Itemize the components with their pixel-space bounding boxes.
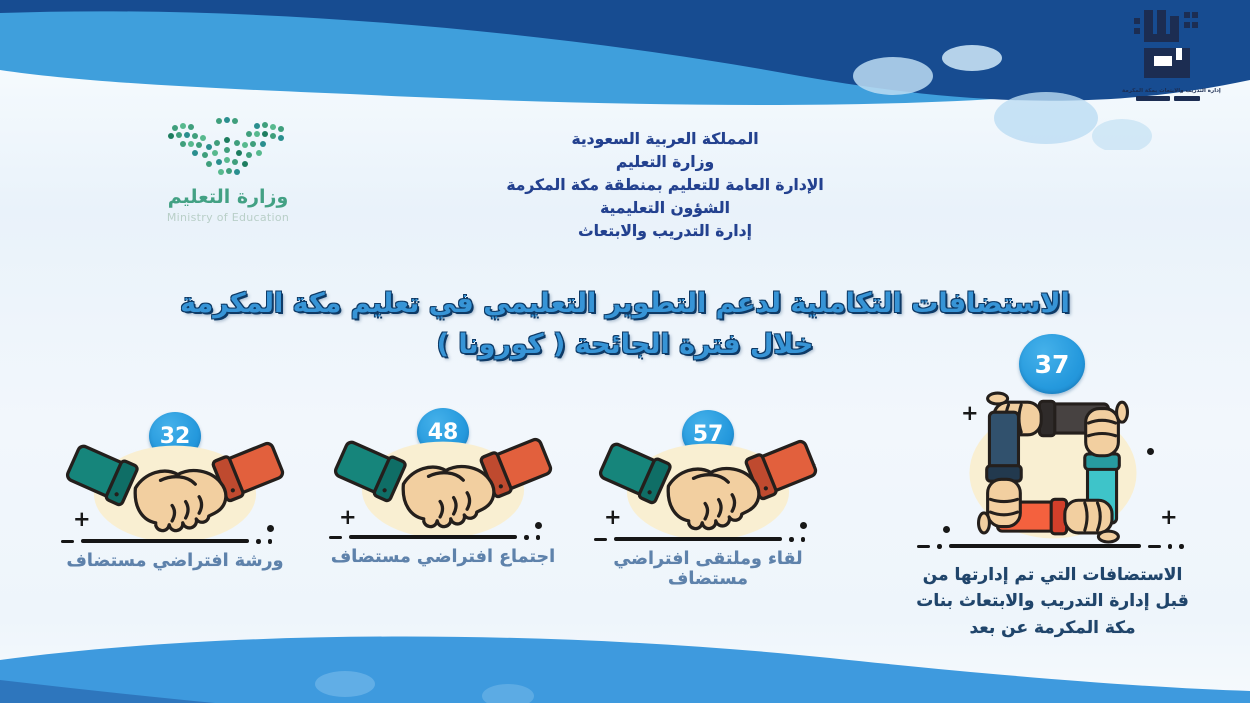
stat-label: اجتماع افتراضي مستضاف xyxy=(330,547,556,567)
handshake-icon xyxy=(598,439,818,541)
brand-logo-caption: إدارة التدريب والابتعاث بمكة المكرمة xyxy=(1122,88,1221,94)
brand-logo-bars xyxy=(1122,96,1214,101)
decorative-dot xyxy=(267,525,274,532)
slide-title-line1: الاستضافات التكاملية لدعم التطوير التعلي… xyxy=(180,288,1070,319)
decorative-plus: + xyxy=(1160,505,1178,529)
stat-value: 32 xyxy=(159,423,191,449)
ministry-of-education-logo: وزارة التعليم Ministry of Education xyxy=(118,116,338,224)
org-line-ministry: وزارة التعليم xyxy=(615,153,715,171)
org-line-training-dept: إدارة التدريب والابتعاث xyxy=(578,222,752,240)
ministry-name-arabic: وزارة التعليم xyxy=(167,186,289,208)
makkah-training-logo-mark xyxy=(1134,10,1198,78)
decorative-dot xyxy=(943,526,950,533)
decorative-plus: + xyxy=(73,507,91,531)
decorative-plus: + xyxy=(961,401,979,425)
ministry-emblem-dots-icon xyxy=(168,117,284,175)
stat-value: 57 xyxy=(692,421,724,447)
stat-value: 37 xyxy=(1034,349,1070,379)
decorative-plus: + xyxy=(339,505,357,529)
org-line-administration: الإدارة العامة للتعليم بمنطقة مكة المكرم… xyxy=(506,176,824,194)
slide-title-line2: خلال فترة الجائحة ( كورونا ) xyxy=(436,329,814,360)
stat-badge: 37 xyxy=(1019,334,1085,394)
light-blue-wave xyxy=(0,0,1135,105)
stat-group-managed-hostings: 37 + + xyxy=(915,334,1190,654)
stat-value: 48 xyxy=(427,419,459,445)
stat-group-meetings: 48 + + xyxy=(323,404,563,594)
stat-group-forums: 57 + + xyxy=(588,406,828,596)
decorative-dot xyxy=(1147,448,1154,455)
stat-divider xyxy=(594,537,805,542)
navy-wave xyxy=(0,0,1250,101)
stat-divider xyxy=(917,544,1184,549)
handshake-icon xyxy=(333,437,553,539)
teamwork-hands-icon xyxy=(969,391,1137,544)
org-line-country: المملكة العربية السعودية xyxy=(571,130,759,148)
decorative-dot xyxy=(535,522,542,529)
org-header: المملكة العربية السعودية وزارة التعليم ا… xyxy=(400,128,930,243)
decorative-dot xyxy=(800,522,807,529)
slide-title: الاستضافات التكاملية لدعم التطوير التعلي… xyxy=(135,283,1115,365)
stat-divider xyxy=(61,539,272,544)
handshake-icon xyxy=(65,441,285,543)
decorative-plus: + xyxy=(604,505,622,529)
stat-label: لقاء وملتقى افتراضي مستضاف xyxy=(613,549,803,589)
ministry-name-english: Ministry of Education xyxy=(166,211,290,224)
stat-label: الاستضافات التي تم إدارتها من قبل إدارة … xyxy=(916,565,1189,638)
stat-group-workshops: 32 + + xyxy=(55,408,295,598)
makkah-training-logo: إدارة التدريب والابتعاث بمكة المكرمة xyxy=(1122,8,1221,101)
stat-label: ورشة افتراضي مستضاف xyxy=(66,551,284,571)
org-line-educational-affairs: الشؤون التعليمية xyxy=(600,199,730,217)
stat-divider xyxy=(329,535,540,540)
